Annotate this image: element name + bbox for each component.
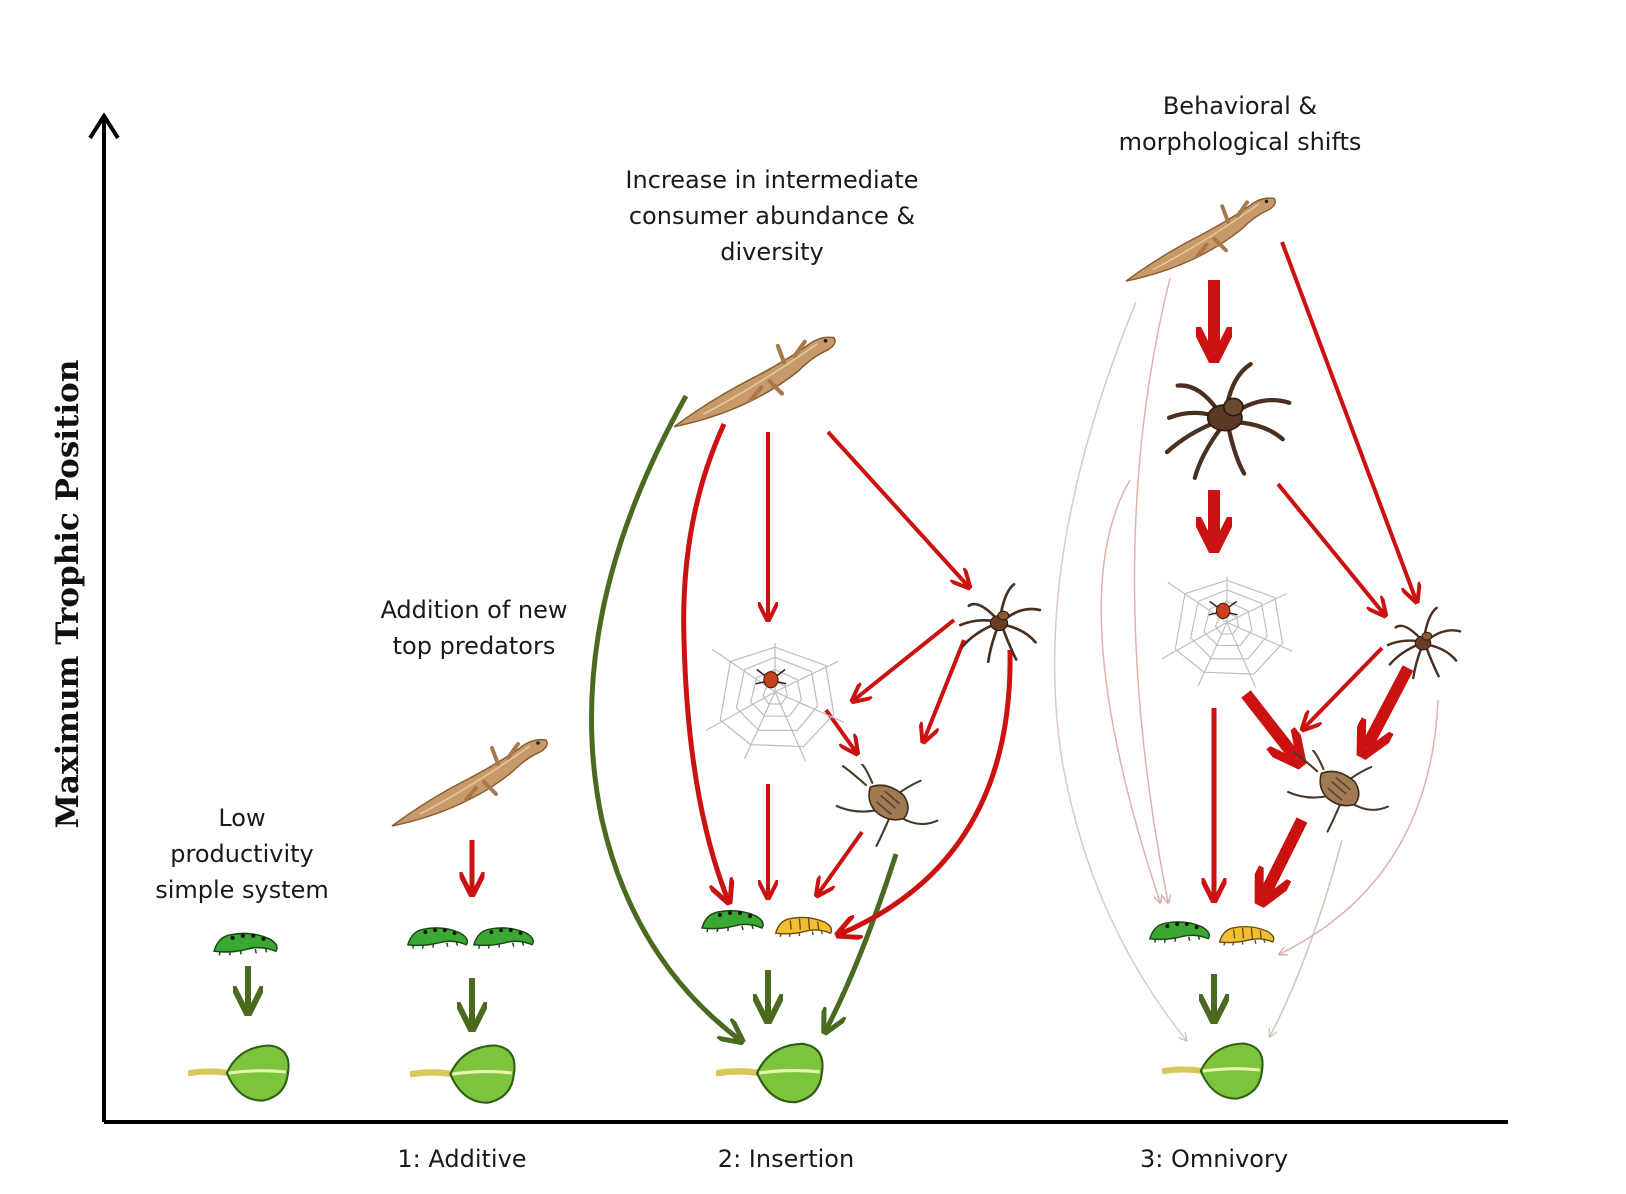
wolf-spider-icon <box>1386 606 1462 680</box>
svg-text:simple system: simple system <box>155 876 329 904</box>
wolf-spider-icon <box>1167 364 1289 478</box>
annotation-insertion: Increase in intermediate consumer abunda… <box>625 166 918 266</box>
annotation-base: Low productivity simple system <box>155 804 329 904</box>
cricket-icon <box>1287 750 1389 833</box>
svg-text:consumer abundance &: consumer abundance & <box>629 202 915 230</box>
svg-text:Behavioral &: Behavioral & <box>1163 92 1317 120</box>
food-web-additive <box>390 737 550 1103</box>
yellow-caterpillar-icon <box>1218 925 1275 947</box>
x-label-additive: 1: Additive <box>397 1145 526 1173</box>
web-spider-icon <box>1161 575 1293 689</box>
green-caterpillar-icon <box>701 909 764 933</box>
food-web-omnivory <box>1053 196 1462 1098</box>
food-web-insertion <box>589 337 1042 1102</box>
svg-text:productivity: productivity <box>170 840 313 868</box>
food-web-base <box>190 932 289 1100</box>
web-spider-icon <box>705 642 845 762</box>
yellow-caterpillar-icon <box>774 916 833 938</box>
green-caterpillar-icon <box>1149 921 1211 944</box>
annotation-omnivory: Behavioral & morphological shifts <box>1119 92 1362 156</box>
lizard-icon <box>390 737 550 828</box>
x-label-insertion: 2: Insertion <box>718 1145 854 1173</box>
svg-text:Low: Low <box>218 804 265 832</box>
leaf-icon <box>1164 1043 1263 1098</box>
leaf-icon <box>412 1045 514 1102</box>
leaf-icon <box>718 1044 822 1102</box>
green-caterpillar-icon <box>213 932 278 957</box>
annotation-additive: Addition of new top predators <box>380 596 567 660</box>
svg-text:morphological shifts: morphological shifts <box>1119 128 1362 156</box>
green-caterpillar-icon <box>407 927 469 950</box>
cricket-icon <box>835 764 939 847</box>
y-axis <box>88 112 120 1122</box>
leaf-icon <box>190 1045 289 1100</box>
svg-text:diversity: diversity <box>720 238 824 266</box>
lizard-icon <box>1124 196 1278 284</box>
x-label-omnivory: 3: Omnivory <box>1140 1145 1288 1173</box>
svg-text:top predators: top predators <box>393 632 556 660</box>
wolf-spider-icon <box>958 582 1042 664</box>
svg-text:Addition of new: Addition of new <box>380 596 567 624</box>
svg-text:Increase in intermediate: Increase in intermediate <box>625 166 918 194</box>
lizard-icon <box>674 337 835 427</box>
green-caterpillar-icon <box>473 927 535 950</box>
y-axis-label: Maximum Trophic Position <box>50 360 86 829</box>
